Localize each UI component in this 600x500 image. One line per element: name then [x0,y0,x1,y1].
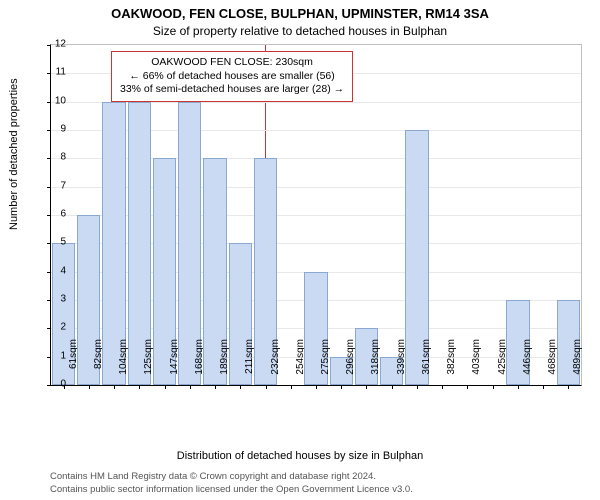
footer-attribution: Contains HM Land Registry data © Crown c… [50,471,413,496]
xtick-label: 361sqm [421,339,432,389]
chart-title-main: OAKWOOD, FEN CLOSE, BULPHAN, UPMINSTER, … [0,6,600,21]
xtick-mark [442,385,443,389]
xtick-mark [417,385,418,389]
xtick-mark [518,385,519,389]
callout-line3: 33% of semi-detached houses are larger (… [120,83,344,97]
xtick-mark [139,385,140,389]
ytick-label: 11 [46,67,66,78]
xtick-mark [493,385,494,389]
histogram-chart: OAKWOOD, FEN CLOSE, BULPHAN, UPMINSTER, … [0,0,600,500]
xtick-mark [291,385,292,389]
footer-line1: Contains HM Land Registry data © Crown c… [50,471,413,483]
ytick-label: 9 [46,124,66,135]
ytick-label: 6 [46,209,66,220]
callout-box: OAKWOOD FEN CLOSE: 230sqm ← 66% of detac… [111,51,353,102]
ytick-label: 0 [46,379,66,390]
plot-area: 61sqm82sqm104sqm125sqm147sqm168sqm189sqm… [50,44,582,386]
footer-line2: Contains public sector information licen… [50,484,413,496]
xtick-mark [114,385,115,389]
ytick-label: 2 [46,322,66,333]
xtick-mark [467,385,468,389]
xtick-label: 382sqm [446,339,457,389]
ytick-label: 3 [46,294,66,305]
xtick-mark [165,385,166,389]
xtick-label: 489sqm [572,339,583,389]
chart-title-sub: Size of property relative to detached ho… [0,24,600,38]
ytick-label: 7 [46,180,66,191]
xtick-mark [215,385,216,389]
y-axis-label: Number of detached properties [8,78,20,230]
xtick-mark [316,385,317,389]
ytick-label: 12 [46,39,66,50]
xtick-label: 403sqm [471,339,482,389]
xtick-label: 446sqm [522,339,533,389]
xtick-mark [266,385,267,389]
callout-line2: ← 66% of detached houses are smaller (56… [120,70,344,84]
ytick-label: 8 [46,152,66,163]
xtick-mark [366,385,367,389]
xtick-mark [190,385,191,389]
xtick-mark [392,385,393,389]
ytick-label: 5 [46,237,66,248]
callout-line1: OAKWOOD FEN CLOSE: 230sqm [120,56,344,70]
xtick-mark [568,385,569,389]
ytick-label: 10 [46,95,66,106]
xtick-mark [89,385,90,389]
ytick-label: 4 [46,265,66,276]
xtick-mark [240,385,241,389]
xtick-label: 232sqm [270,339,281,389]
ytick-label: 1 [46,350,66,361]
x-axis-label: Distribution of detached houses by size … [0,450,600,462]
xtick-mark [543,385,544,389]
xtick-mark [341,385,342,389]
